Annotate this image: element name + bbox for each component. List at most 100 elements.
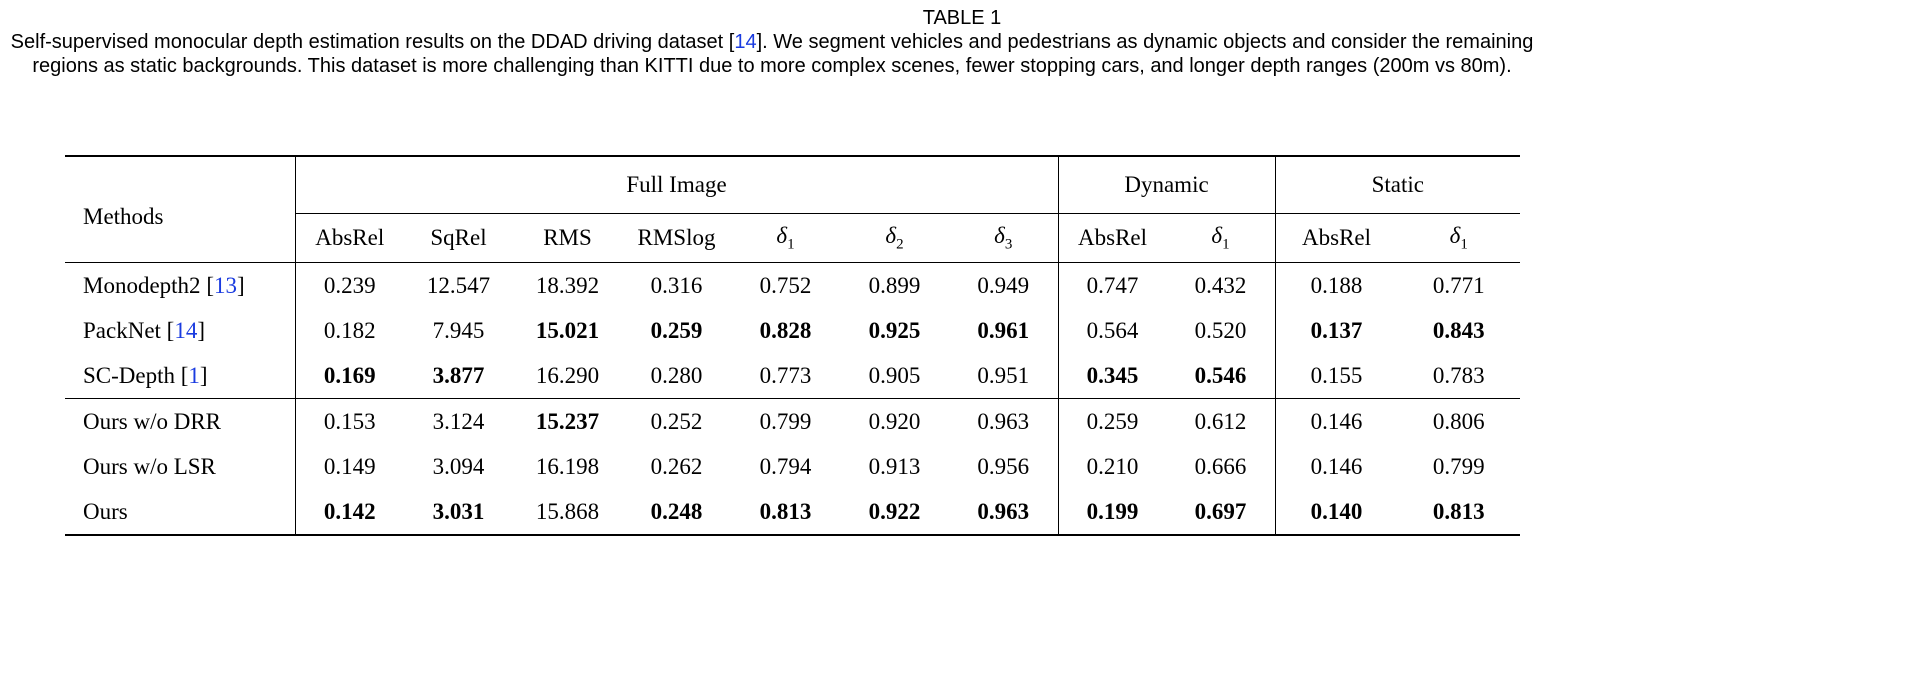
caption-text: ]. We segment vehicles and pedestrians a… [32, 31, 1534, 77]
cell-value: 0.280 [650, 362, 703, 388]
group-header-static: Static [1274, 155, 1521, 214]
cell-value: 0.961 [977, 317, 1030, 343]
group-header-dynamic: Dynamic [1057, 155, 1276, 214]
cell-value: 12.547 [426, 272, 491, 298]
table-cell: 0.153 [294, 398, 404, 444]
table-cell: 0.280 [622, 353, 731, 399]
method-name: Ours [65, 489, 295, 536]
method-label: Ours w/o DRR [83, 408, 222, 434]
cell-value: 0.806 [1432, 408, 1485, 434]
citation-link[interactable]: 14 [734, 31, 757, 53]
table-cell: 0.666 [1167, 444, 1276, 489]
cell-value: 0.432 [1194, 272, 1247, 298]
method-name: SC-Depth [1] [83, 362, 208, 388]
table-cell: 0.773 [731, 353, 840, 399]
column-header: AbsRel [1057, 213, 1167, 263]
cell-value: 0.520 [1194, 317, 1247, 343]
cell-value: 0.199 [1086, 498, 1139, 524]
cell-value: 0.949 [977, 272, 1030, 298]
method-label: Ours [83, 498, 128, 524]
table-cell: 0.546 [1167, 353, 1276, 399]
cell-value: 0.259 [650, 317, 703, 343]
column-header: RMS [513, 213, 622, 263]
method-name: Ours w/o DRR [65, 398, 295, 444]
table-cell: 0.182 [294, 308, 404, 353]
table-cell: 3.031 [404, 489, 513, 536]
cell-value: 0.612 [1194, 408, 1247, 434]
cell-value: 0.925 [868, 317, 921, 343]
column-header: AbsRel [294, 213, 404, 263]
cell-value: 0.153 [323, 408, 376, 434]
table-cell: 0.956 [949, 444, 1058, 489]
table-cell: 0.799 [1398, 444, 1521, 489]
method-label: Monodepth2 [83, 272, 201, 298]
cell-value: 0.262 [650, 453, 703, 479]
table-row: Ours 0.142 3.031 15.868 0.248 0.813 0.922 0.963… [65, 489, 1521, 536]
table-cell: 0.146 [1274, 398, 1398, 444]
table-cell: 0.520 [1167, 308, 1276, 353]
citation-link[interactable]: 13 [213, 272, 237, 298]
table-cell: 3.877 [404, 353, 513, 399]
cell-value: 0.773 [759, 362, 812, 388]
cell-value: 0.239 [323, 272, 376, 298]
table-cell: 0.813 [731, 489, 840, 536]
method-label: Ours w/o LSR [83, 453, 216, 479]
table-cell: 0.925 [840, 308, 949, 353]
table-cell: 3.094 [404, 444, 513, 489]
cell-value: 0.905 [868, 362, 921, 388]
cell-value: 0.697 [1194, 498, 1247, 524]
cell-value: 15.021 [535, 317, 600, 343]
table-cell: 16.198 [513, 444, 622, 489]
table-cell: 0.155 [1274, 353, 1398, 399]
table-cell: 0.564 [1057, 308, 1167, 353]
column-header: δ1 [731, 213, 840, 263]
table-cell: 0.828 [731, 308, 840, 353]
table-cell: 0.697 [1166, 489, 1276, 536]
cell-value: 7.945 [432, 317, 485, 343]
cell-value: 0.951 [977, 362, 1030, 388]
cell-value: 0.799 [1432, 453, 1485, 479]
table-cell: 18.392 [513, 262, 622, 308]
table-cell: 0.951 [949, 353, 1058, 399]
table-cell: 0.771 [1397, 262, 1521, 308]
table-cell: 0.210 [1057, 444, 1167, 489]
table-cell: 0.806 [1397, 398, 1521, 444]
table-cell: 0.913 [840, 444, 949, 489]
cell-value: 0.248 [650, 498, 703, 524]
table-cell: 0.747 [1057, 262, 1167, 308]
methods-header: Methods [83, 203, 164, 229]
table-row: Ours w/o LSR 0.149 3.094 16.198 0.262 0.794 0.… [65, 444, 1520, 489]
table-cell: 0.899 [840, 262, 949, 308]
cell-value: 15.237 [535, 408, 600, 434]
table-cell: 0.259 [622, 308, 731, 353]
cell-value: 0.747 [1086, 272, 1139, 298]
table-cell: 0.813 [1397, 489, 1521, 536]
cell-value: 0.799 [759, 408, 812, 434]
cell-value: 0.155 [1310, 362, 1363, 388]
cell-value: 0.920 [868, 408, 921, 434]
table-cell: 0.843 [1398, 308, 1521, 353]
table-cell: 0.922 [840, 489, 949, 536]
table-cell: 0.963 [949, 398, 1059, 444]
column-header: δ3 [949, 213, 1059, 263]
table-cell: 0.169 [294, 353, 404, 399]
cell-value: 0.794 [759, 453, 812, 479]
table-cell: 0.316 [622, 262, 731, 308]
cell-value: 0.813 [1432, 498, 1485, 524]
citation-link[interactable]: 14 [174, 317, 198, 343]
citation-link[interactable]: 1 [188, 362, 200, 388]
cell-value: 3.094 [432, 453, 485, 479]
cell-value: 0.783 [1432, 362, 1485, 388]
table-cell: 0.262 [622, 444, 731, 489]
cell-value: 0.546 [1194, 362, 1247, 388]
column-header: δ1 [1397, 213, 1521, 263]
group-label: Full Image [626, 172, 727, 197]
cell-value: 0.899 [868, 272, 921, 298]
cell-value: 0.142 [323, 498, 376, 524]
column-header: δ2 [840, 213, 949, 263]
results-table: Full Image Dynamic Static Methods AbsRel SqRe… [65, 155, 1521, 536]
table-cell: 0.259 [1057, 398, 1167, 444]
table-cell: 0.794 [731, 444, 840, 489]
cell-value: 0.564 [1086, 317, 1139, 343]
group-label: Dynamic [1124, 172, 1209, 197]
